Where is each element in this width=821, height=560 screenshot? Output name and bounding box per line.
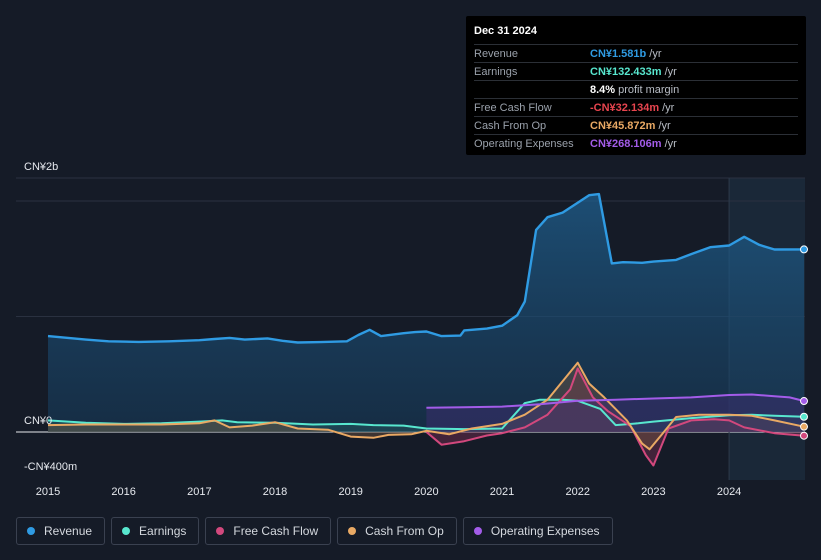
x-tick-label: 2015	[36, 486, 60, 498]
tooltip-unit: /yr	[664, 137, 677, 150]
tooltip-row: Revenue CN¥1.581b/yr	[474, 44, 798, 62]
earnings-area	[48, 399, 804, 432]
legend-label: Earnings	[139, 524, 187, 538]
tooltip-label: Revenue	[474, 47, 519, 60]
revenue-line	[47, 192, 805, 344]
legend-item-revenue[interactable]: Revenue	[16, 517, 106, 545]
x-tick-label: 2017	[187, 486, 211, 498]
operating-expenses-line	[426, 393, 805, 409]
legend: Revenue Earnings Free Cash Flow Cash From O…	[16, 517, 613, 545]
legend-label: Operating Expenses	[490, 524, 600, 538]
operating-expenses-endpoint	[800, 397, 808, 406]
legend-dot-icon	[27, 527, 35, 535]
tooltip-value: CN¥1.581b	[590, 47, 647, 60]
legend-dot-icon	[473, 527, 482, 535]
tooltip-unit: profit margin	[618, 83, 680, 96]
revenue-endpoint	[800, 245, 808, 254]
x-tick-label: 2024	[717, 486, 741, 498]
tooltip-row: Cash From Op CN¥45.872m/yr	[474, 116, 798, 134]
legend-label: Cash From Op	[365, 524, 444, 538]
revenue-area	[48, 194, 804, 432]
tooltip-value: CN¥268.106m	[590, 137, 662, 150]
tooltip-unit: /yr	[664, 65, 677, 78]
tooltip-label: Operating Expenses	[474, 137, 574, 150]
legend-item-free-cash-flow[interactable]: Free Cash Flow	[205, 517, 332, 545]
tooltip-label: Free Cash Flow	[474, 101, 552, 114]
legend-item-earnings[interactable]: Earnings	[111, 517, 200, 545]
tooltip-row: 8.4% profit margin	[474, 80, 798, 98]
tooltip-value: -CN¥32.134m	[590, 101, 660, 114]
tooltip-value: CN¥45.872m	[590, 119, 656, 132]
tooltip-date: Dec 31 2024	[474, 25, 537, 37]
x-tick-label: 2019	[338, 486, 362, 498]
y-axis-label-top: CN¥2b	[24, 161, 58, 173]
legend-label: Revenue	[44, 524, 93, 538]
operating-expenses-area	[426, 394, 804, 432]
free-cash-flow-endpoint	[800, 431, 808, 440]
y-axis-label-zero: CN¥0	[24, 415, 52, 427]
cash-from-op-line	[47, 361, 805, 451]
x-tick-label: 2023	[641, 486, 665, 498]
x-tick-label: 2020	[414, 486, 438, 498]
earnings-endpoint	[800, 412, 808, 421]
x-tick-label: 2018	[263, 486, 287, 498]
tooltip-label: Cash From Op	[474, 119, 547, 132]
legend-item-operating-expenses[interactable]: Operating Expenses	[462, 517, 613, 545]
x-tick-label: 2016	[111, 486, 135, 498]
tooltip: Dec 31 2024 Revenue CN¥1.581b/yr Earnings C…	[466, 16, 806, 155]
legend-label: Free Cash Flow	[233, 524, 319, 538]
free-cash-flow-line	[425, 367, 805, 467]
x-tick-label: 2022	[565, 486, 589, 498]
legend-dot-icon	[216, 527, 225, 535]
tooltip-row: Free Cash Flow -CN¥32.134m/yr	[474, 98, 798, 116]
legend-dot-icon	[122, 527, 131, 535]
y-axis-label-bottom: -CN¥400m	[24, 461, 77, 473]
tooltip-unit: /yr	[662, 101, 675, 114]
tooltip-row: Operating Expenses CN¥268.106m/yr	[474, 134, 798, 152]
tooltip-unit: /yr	[649, 47, 662, 60]
tooltip-row: Earnings CN¥132.433m/yr	[474, 62, 798, 80]
legend-dot-icon	[348, 527, 357, 535]
cash-from-op-endpoint	[800, 422, 808, 431]
tooltip-unit: /yr	[658, 119, 671, 132]
tooltip-value: 8.4%	[590, 83, 616, 96]
x-tick-label: 2021	[490, 486, 514, 498]
tooltip-value: CN¥132.433m	[590, 65, 662, 78]
tooltip-label: Earnings	[474, 65, 518, 78]
legend-item-cash-from-op[interactable]: Cash From Op	[337, 517, 457, 545]
